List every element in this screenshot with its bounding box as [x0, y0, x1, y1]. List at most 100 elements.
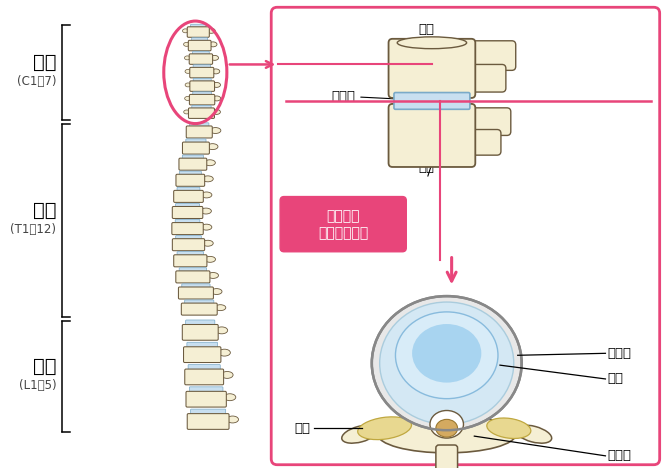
Text: 椎体: 椎体 [418, 23, 434, 36]
Ellipse shape [212, 69, 219, 74]
FancyBboxPatch shape [176, 271, 210, 283]
Ellipse shape [184, 42, 190, 46]
FancyBboxPatch shape [464, 108, 511, 136]
FancyBboxPatch shape [182, 284, 210, 289]
Ellipse shape [227, 416, 239, 423]
Ellipse shape [412, 324, 481, 382]
FancyBboxPatch shape [185, 369, 223, 385]
Ellipse shape [436, 419, 458, 437]
Text: 切った断面図: 切った断面図 [318, 226, 368, 240]
FancyBboxPatch shape [188, 414, 229, 430]
Ellipse shape [184, 110, 190, 114]
FancyBboxPatch shape [464, 130, 501, 155]
FancyBboxPatch shape [388, 39, 475, 98]
FancyBboxPatch shape [172, 239, 205, 251]
Ellipse shape [342, 425, 378, 443]
FancyBboxPatch shape [464, 65, 506, 92]
Text: 腰椎: 腰椎 [33, 357, 57, 376]
Ellipse shape [219, 349, 230, 356]
Ellipse shape [487, 418, 531, 439]
Ellipse shape [213, 96, 221, 101]
FancyBboxPatch shape [182, 142, 209, 154]
Text: (L1～5): (L1～5) [19, 379, 57, 392]
Text: (C1～7): (C1～7) [17, 75, 57, 88]
Ellipse shape [207, 144, 218, 150]
FancyBboxPatch shape [191, 409, 225, 415]
Ellipse shape [396, 312, 498, 398]
Text: 椎間板: 椎間板 [331, 90, 355, 104]
FancyBboxPatch shape [186, 126, 212, 138]
Ellipse shape [185, 97, 191, 100]
FancyBboxPatch shape [177, 187, 200, 192]
Ellipse shape [211, 56, 219, 60]
FancyBboxPatch shape [190, 81, 215, 91]
FancyBboxPatch shape [179, 158, 207, 170]
FancyBboxPatch shape [182, 303, 217, 315]
FancyBboxPatch shape [172, 223, 203, 235]
Text: 頸椎: 頸椎 [33, 53, 57, 72]
Ellipse shape [185, 83, 191, 87]
FancyBboxPatch shape [175, 219, 200, 225]
Ellipse shape [202, 240, 213, 246]
FancyBboxPatch shape [186, 391, 226, 407]
FancyBboxPatch shape [464, 41, 516, 70]
Text: 胸椎: 胸椎 [33, 201, 57, 220]
FancyBboxPatch shape [190, 54, 213, 65]
FancyBboxPatch shape [388, 104, 475, 167]
FancyBboxPatch shape [394, 92, 470, 109]
FancyBboxPatch shape [178, 287, 213, 299]
Ellipse shape [201, 208, 211, 214]
Ellipse shape [215, 305, 226, 310]
FancyBboxPatch shape [174, 190, 203, 203]
Ellipse shape [378, 415, 516, 453]
FancyBboxPatch shape [194, 78, 211, 83]
Ellipse shape [380, 302, 514, 424]
FancyBboxPatch shape [185, 300, 214, 305]
Ellipse shape [202, 176, 213, 182]
Ellipse shape [185, 69, 191, 73]
Ellipse shape [372, 296, 521, 430]
Text: 椎体: 椎体 [418, 161, 434, 174]
Ellipse shape [205, 256, 215, 262]
FancyBboxPatch shape [193, 65, 210, 69]
FancyBboxPatch shape [193, 92, 211, 97]
Ellipse shape [201, 192, 212, 198]
FancyBboxPatch shape [182, 155, 203, 160]
Ellipse shape [213, 109, 220, 114]
Ellipse shape [397, 37, 467, 49]
FancyBboxPatch shape [176, 236, 201, 241]
FancyBboxPatch shape [186, 139, 206, 144]
FancyBboxPatch shape [187, 342, 217, 349]
FancyBboxPatch shape [192, 38, 207, 42]
Ellipse shape [210, 128, 221, 133]
FancyBboxPatch shape [182, 325, 218, 340]
FancyBboxPatch shape [176, 203, 200, 209]
Ellipse shape [182, 29, 188, 33]
Text: 神経: 神経 [295, 422, 311, 435]
FancyBboxPatch shape [177, 252, 203, 257]
FancyBboxPatch shape [280, 196, 406, 252]
FancyBboxPatch shape [188, 41, 211, 51]
Ellipse shape [207, 273, 219, 278]
FancyBboxPatch shape [184, 347, 221, 363]
FancyBboxPatch shape [188, 27, 209, 37]
Ellipse shape [515, 425, 552, 443]
Ellipse shape [205, 160, 215, 166]
Text: (T1～12): (T1～12) [10, 223, 57, 236]
FancyBboxPatch shape [188, 108, 215, 118]
FancyBboxPatch shape [179, 268, 207, 273]
FancyBboxPatch shape [192, 106, 211, 110]
Ellipse shape [358, 417, 412, 439]
FancyBboxPatch shape [190, 123, 209, 128]
Text: 神経根: 神経根 [607, 449, 631, 463]
FancyBboxPatch shape [190, 94, 215, 105]
Ellipse shape [184, 56, 190, 60]
Ellipse shape [221, 372, 233, 378]
Text: 髄核: 髄核 [607, 373, 623, 385]
Ellipse shape [216, 327, 227, 334]
FancyBboxPatch shape [271, 7, 660, 465]
FancyBboxPatch shape [172, 206, 203, 219]
Ellipse shape [201, 224, 212, 230]
Ellipse shape [207, 28, 215, 33]
FancyBboxPatch shape [436, 445, 458, 471]
